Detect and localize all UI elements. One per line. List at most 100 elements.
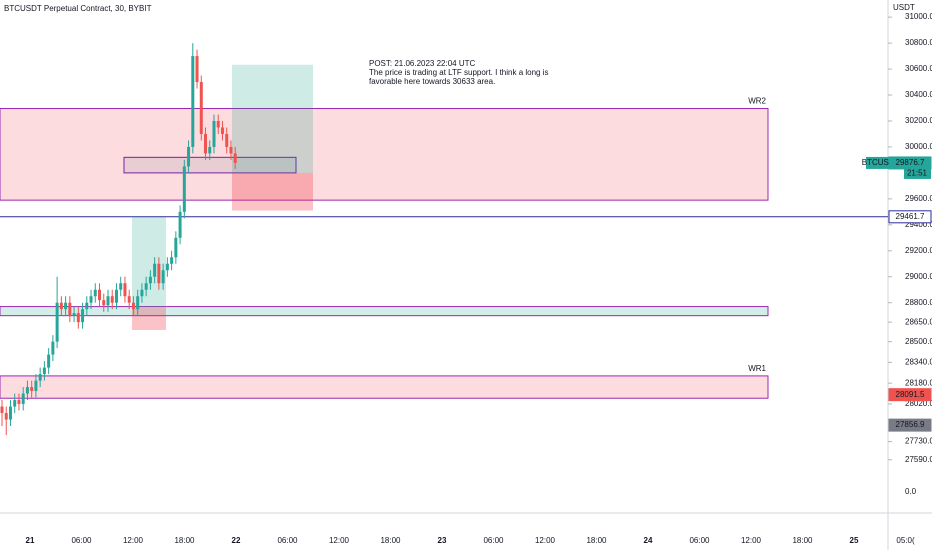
y-tick-label: 30800.0 xyxy=(905,38,932,47)
x-tick-label: 23 xyxy=(438,536,447,545)
candle-body xyxy=(38,374,42,381)
candle-body xyxy=(178,211,182,238)
price-label: 27856.9 xyxy=(896,420,925,429)
candle-body xyxy=(161,270,165,284)
position-stop xyxy=(232,172,313,211)
line-price-bg xyxy=(888,210,932,224)
candle-body xyxy=(17,400,21,404)
annotation: The price is trading at LTF support. I t… xyxy=(369,68,549,77)
y-tick-label: 29600.0 xyxy=(905,194,932,203)
y-tick-label: 28500.0 xyxy=(905,337,932,346)
candle-body xyxy=(212,120,216,147)
y-tick-label: 27730.0 xyxy=(905,437,932,446)
x-tick-label: 12:00 xyxy=(123,536,144,545)
x-tick-label: 06:00 xyxy=(689,536,710,545)
x-tick-label: 05:0( xyxy=(896,536,915,545)
x-tick-label: 18:00 xyxy=(792,536,813,545)
candle-body xyxy=(64,302,68,310)
candle-body xyxy=(8,406,12,420)
y-tick-label: 28650.0 xyxy=(905,317,932,326)
y-tick-label: 28020.0 xyxy=(905,399,932,408)
candle-body xyxy=(148,276,152,284)
candle-body xyxy=(13,400,17,407)
y-tick-label: 28340.0 xyxy=(905,358,932,367)
x-tick-label: 18:00 xyxy=(380,536,401,545)
candle-body xyxy=(199,82,203,134)
candle-body xyxy=(34,380,38,391)
y-tick-label: 27590.0 xyxy=(905,455,932,464)
x-tick-label: 22 xyxy=(232,536,241,545)
axis-unit: USDT xyxy=(893,3,915,12)
x-tick-label: 12:00 xyxy=(741,536,762,545)
candle-body xyxy=(157,263,161,284)
candle-body xyxy=(191,56,195,147)
position-target xyxy=(232,64,313,173)
price-label: 28091.5 xyxy=(896,390,925,399)
candle-body xyxy=(114,289,118,303)
candle-body xyxy=(81,309,85,323)
symbol-tag: BTCUSDT.P xyxy=(862,158,906,167)
candle-body xyxy=(220,127,224,134)
candle-body xyxy=(102,300,106,306)
position-stop xyxy=(132,307,166,330)
position-target xyxy=(132,217,166,308)
candle-body xyxy=(21,393,25,404)
candle-body xyxy=(233,153,237,163)
candle-body xyxy=(30,387,34,391)
candle-body xyxy=(110,296,114,303)
candle-body xyxy=(174,237,178,258)
y-tick-label: 28180.0 xyxy=(905,378,932,387)
candle-body xyxy=(98,289,102,301)
y-tick-label: 29400.0 xyxy=(905,220,932,229)
bottom-scale-label: 0.0 xyxy=(905,487,917,496)
candle-body xyxy=(195,56,199,83)
candle-body xyxy=(208,146,212,154)
candle-body xyxy=(182,166,186,212)
annotation: POST: 21.06.2023 22:04 UTC xyxy=(369,59,476,68)
x-tick-label: 18:00 xyxy=(174,536,195,545)
candle-body xyxy=(85,302,89,310)
y-tick-label: 30400.0 xyxy=(905,90,932,99)
zone xyxy=(0,108,769,201)
annotation: favorable here towards 30633 area. xyxy=(369,77,495,86)
candle-body xyxy=(144,283,148,290)
candle-body xyxy=(93,289,97,297)
candle-body xyxy=(131,302,135,310)
y-tick-label: 30200.0 xyxy=(905,116,932,125)
candle-body xyxy=(47,354,51,368)
y-tick-label: 30000.0 xyxy=(905,142,932,151)
x-tick-label: 12:00 xyxy=(535,536,556,545)
candle-body xyxy=(55,302,59,342)
candle-body xyxy=(68,302,72,316)
candle-body xyxy=(123,283,127,297)
candle-body xyxy=(42,367,46,375)
candle-body xyxy=(119,283,123,290)
countdown: 21:51 xyxy=(907,169,928,178)
candle-body xyxy=(59,302,63,310)
candle-body xyxy=(140,289,144,297)
candle-body xyxy=(72,313,76,316)
zone-label: WR1 xyxy=(748,364,766,373)
y-tick-label: 29200.0 xyxy=(905,246,932,255)
countdown-bg xyxy=(904,167,931,179)
candle-body xyxy=(187,146,191,167)
candle-body xyxy=(170,257,174,264)
last-price: 29876.7 xyxy=(896,158,925,167)
y-tick-label: 29000.0 xyxy=(905,272,932,281)
line-price: 29461.7 xyxy=(896,212,925,221)
price-label-bg xyxy=(888,388,932,402)
candle-body xyxy=(136,296,140,310)
candle-body xyxy=(165,263,169,271)
candle-body xyxy=(225,133,229,147)
x-tick-label: 25 xyxy=(850,536,859,545)
candle-body xyxy=(4,413,8,420)
candle-body xyxy=(153,263,157,277)
x-tick-label: 18:00 xyxy=(586,536,607,545)
zone-label: WR2 xyxy=(748,97,766,106)
x-tick-label: 12:00 xyxy=(329,536,350,545)
y-tick-label: 28800.0 xyxy=(905,298,932,307)
zone xyxy=(0,306,769,317)
candle-body xyxy=(216,120,220,128)
price-label-bg xyxy=(888,418,932,432)
